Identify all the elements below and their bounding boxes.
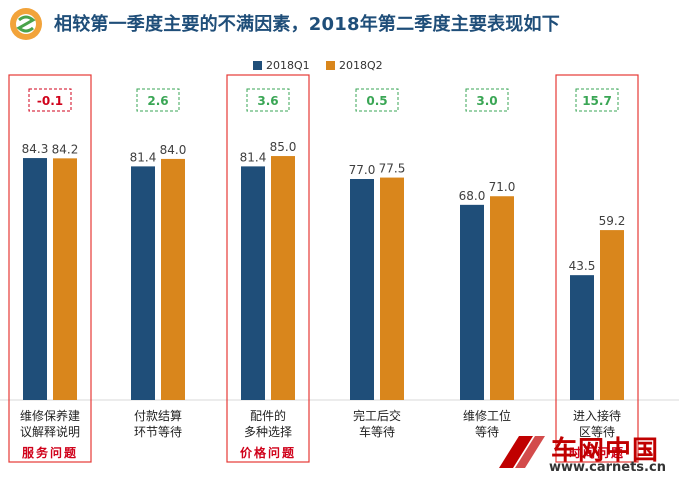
bar-q2 [380, 177, 404, 400]
bar-q2 [161, 158, 185, 400]
bar-value-label: 84.3 [22, 142, 49, 156]
page-title: 相较第一季度主要的不满因素，2018年第二季度主要表现如下 [54, 14, 560, 35]
category-label: 区等待 [579, 425, 615, 439]
logo-icon [8, 6, 44, 42]
highlight-box [555, 74, 639, 463]
legend-label-q1: 2018Q1 [266, 59, 310, 72]
bar-value-label: 68.0 [459, 189, 486, 203]
issue-label: 价格问题 [240, 445, 296, 460]
bar-value-label: 81.4 [130, 150, 157, 164]
category-label: 议解释说明 [20, 424, 80, 439]
bar-q2 [490, 196, 514, 400]
category-label: 多种选择 [244, 425, 292, 439]
difference-badge [246, 88, 290, 112]
bar-q1 [23, 158, 47, 400]
issue-label: 服务问题 [22, 445, 78, 460]
category-label: 环节等待 [134, 425, 182, 439]
legend-swatch-q1 [253, 61, 262, 70]
category-label: 付款结算 [134, 408, 182, 423]
bar-q1 [570, 275, 594, 400]
highlight-box [226, 74, 310, 463]
difference-badge [355, 88, 399, 112]
difference-label: 15.7 [582, 94, 612, 108]
difference-label: 3.6 [257, 94, 278, 108]
watermark: 车网中国 www.carnets.cn [493, 428, 673, 480]
bar-q1 [241, 166, 265, 400]
legend-swatch-q2 [326, 61, 335, 70]
difference-label: 2.6 [147, 94, 168, 108]
bar-q1 [131, 166, 155, 400]
watermark-brand: 车网中国 [551, 436, 660, 466]
bar-q1 [350, 179, 374, 400]
bar-q2 [600, 230, 624, 400]
bar-value-label: 43.5 [569, 259, 596, 273]
bar-value-label: 59.2 [599, 214, 626, 228]
bar-value-label: 71.0 [489, 180, 516, 194]
difference-label: -0.1 [37, 94, 63, 108]
difference-badge [575, 88, 619, 112]
legend-label-q2: 2018Q2 [339, 59, 383, 72]
bar-value-label: 77.0 [349, 163, 376, 177]
bar-value-label: 77.5 [379, 162, 406, 176]
bar-q2 [271, 156, 295, 400]
difference-badge [136, 88, 180, 112]
category-label: 配件的 [250, 408, 286, 423]
category-label: 维修保养建 [20, 408, 80, 423]
difference-label: 3.0 [476, 94, 497, 108]
issue-label: 时间问题 [569, 445, 625, 460]
category-label: 进入接待 [573, 408, 621, 423]
highlight-box [8, 74, 92, 463]
bar-value-label: 84.2 [52, 142, 79, 156]
watermark-logo-icon [499, 436, 545, 468]
category-label: 等待 [475, 425, 499, 439]
difference-badge [465, 88, 509, 112]
bar-value-label: 81.4 [240, 150, 267, 164]
category-label: 完工后交 [353, 408, 401, 423]
watermark-url: www.carnets.cn [549, 460, 666, 475]
bar-q2 [53, 158, 77, 400]
bar-value-label: 85.0 [270, 140, 297, 154]
bar-value-label: 84.0 [160, 143, 187, 157]
difference-badge [28, 88, 72, 112]
bar-q1 [460, 204, 484, 400]
difference-label: 0.5 [366, 94, 387, 108]
category-label: 车等待 [359, 424, 395, 439]
category-label: 维修工位 [463, 408, 511, 423]
